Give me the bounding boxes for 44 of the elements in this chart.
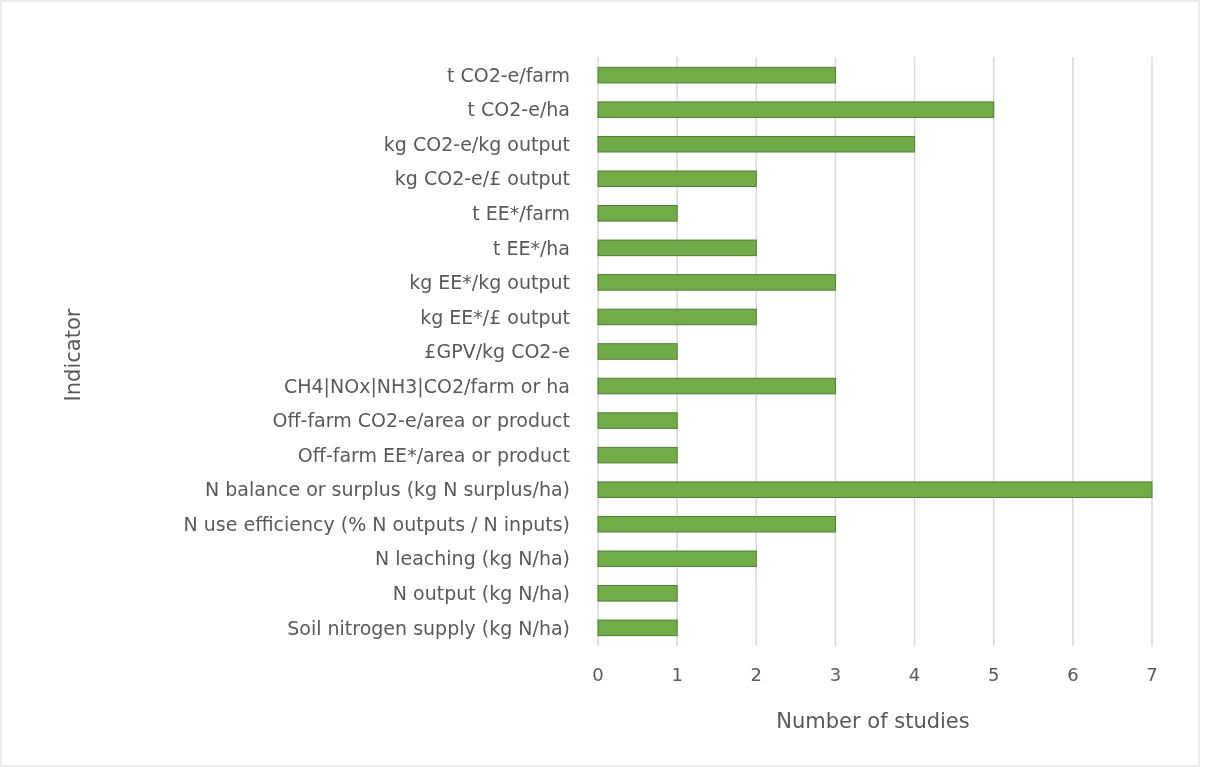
y-tick-label: Off-farm CO2-e/area or product — [272, 409, 570, 432]
x-tick-label: 3 — [829, 664, 842, 685]
y-axis-title: Indicator — [61, 308, 85, 402]
y-tick-label: Off-farm EE*/area or product — [297, 443, 570, 466]
bar — [597, 205, 678, 222]
bar — [597, 585, 678, 602]
bar — [597, 170, 757, 188]
y-tick-label: kg EE*/£ output — [420, 305, 570, 328]
x-tick-label: 1 — [671, 664, 683, 685]
bar — [597, 550, 757, 568]
bar — [597, 274, 836, 291]
y-tick-label: t EE*/ha — [492, 236, 570, 259]
bar — [597, 343, 678, 360]
x-tick-label: 5 — [987, 664, 1000, 685]
bar — [597, 239, 757, 257]
x-tick-label: 6 — [1067, 664, 1079, 685]
y-tick-label: kg CO2-e/kg output — [383, 132, 570, 155]
y-tick-label: kg CO2-e/£ output — [394, 167, 570, 190]
y-tick-label: CH4|NOx|NH3|CO2/farm or ha — [283, 374, 570, 398]
y-tick-label: N balance or surplus (kg N surplus/ha) — [205, 478, 570, 501]
y-tick-label: N leaching (kg N/ha) — [374, 547, 570, 570]
y-tick-label: kg EE*/kg output — [409, 271, 570, 294]
x-tick-label: 7 — [1146, 664, 1158, 685]
x-tick-label: 4 — [908, 664, 921, 685]
y-tick-label: N use efficiency (% N outputs / N inputs) — [183, 512, 570, 535]
bar — [597, 515, 836, 533]
bar — [597, 377, 836, 395]
y-tick-label: £GPV/kg CO2-e — [424, 340, 570, 363]
bar — [597, 101, 995, 118]
y-tick-label: N output (kg N/ha) — [392, 581, 570, 604]
bar — [597, 446, 678, 464]
bar — [597, 481, 1153, 498]
y-tick-label: Soil nitrogen supply (kg N/ha) — [287, 616, 570, 639]
bar — [597, 619, 678, 637]
y-tick-label: t CO2-e/farm — [446, 63, 570, 86]
x-axis-title: Number of studies — [776, 709, 970, 733]
x-tick-label: 0 — [592, 664, 604, 685]
bar — [597, 308, 757, 326]
bar — [597, 66, 836, 84]
bar — [597, 135, 916, 153]
y-tick-label: t EE*/farm — [472, 201, 570, 224]
y-tick-label: t CO2-e/ha — [467, 98, 570, 121]
bar — [597, 412, 678, 429]
x-tick-label: 2 — [750, 664, 763, 685]
